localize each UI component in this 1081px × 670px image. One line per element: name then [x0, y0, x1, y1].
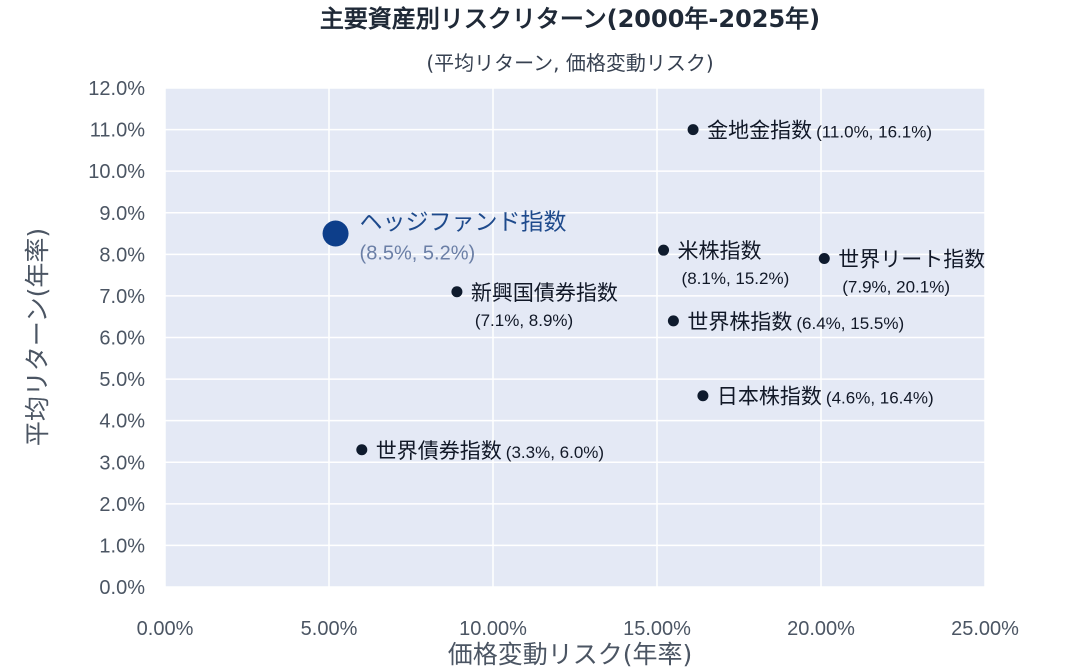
point-label: 世界リート指数: [838, 247, 985, 271]
point-value-label: (3.3%, 6.0%): [506, 443, 604, 462]
y-tick-label: 1.0%: [99, 535, 145, 557]
point-value-label: (7.9%, 20.1%): [842, 277, 950, 296]
y-tick-label: 4.0%: [99, 411, 145, 433]
y-tick-label: 8.0%: [99, 244, 145, 266]
point-value-label: (11.0%, 16.1%): [816, 123, 932, 142]
highlight-point-marker: [322, 220, 349, 247]
x-tick-label: 15.00%: [623, 618, 691, 640]
point-label: 世界債券指数: [376, 439, 502, 463]
chart-subtitle: (平均リターン, 価格変動リスク): [426, 51, 713, 75]
chart-title: 主要資産別リスクリターン(2000年-2025年): [320, 5, 820, 33]
point-label: ヘッジファンド指数: [360, 210, 567, 236]
point-value-label: (4.6%, 16.4%): [826, 389, 934, 408]
x-tick-label: 5.00%: [301, 618, 358, 640]
x-axis-label: 価格変動リスク(年率): [448, 640, 693, 669]
point-value-label: (8.5%, 5.2%): [360, 243, 476, 265]
x-tick-label: 0.00%: [137, 618, 194, 640]
x-axis-ticks: 0.00% 5.00% 10.00% 15.00% 20.00% 25.00%: [137, 618, 1019, 640]
point-marker: [818, 252, 830, 264]
data-points: ヘッジファンド指数 (8.5%, 5.2%) 金地金指数 (11.0%, 16.1%)…: [322, 119, 985, 463]
x-tick-label: 25.00%: [951, 618, 1019, 640]
y-tick-label: 7.0%: [99, 286, 145, 308]
y-tick-label: 9.0%: [99, 203, 145, 225]
point-label: 世界株指数: [687, 310, 792, 334]
y-tick-label: 0.0%: [99, 577, 145, 599]
point-marker: [658, 244, 670, 256]
y-axis-ticks: 0.0% 1.0% 2.0% 3.0% 4.0% 5.0% 6.0% 7.0% 8.0% 9.0%…: [88, 78, 145, 599]
y-tick-label: 5.0%: [99, 369, 145, 391]
y-tick-label: 11.0%: [90, 120, 145, 142]
y-tick-label: 12.0%: [88, 78, 145, 100]
point-label: 新興国債券指数: [471, 281, 618, 305]
x-tick-label: 10.00%: [459, 618, 527, 640]
point-marker: [356, 444, 368, 456]
point-marker: [687, 124, 699, 136]
point-marker: [697, 390, 709, 402]
point-label: 日本株指数: [717, 385, 822, 409]
point-label: 金地金指数: [707, 119, 812, 143]
point-label: 米株指数: [678, 239, 762, 263]
point-value-label: (6.4%, 15.5%): [796, 314, 904, 333]
y-tick-label: 6.0%: [99, 328, 145, 350]
y-tick-label: 2.0%: [99, 494, 145, 516]
y-tick-label: 10.0%: [88, 161, 145, 183]
grid-lines: [164, 87, 986, 588]
point-value-label: (7.1%, 8.9%): [475, 311, 573, 330]
y-axis-label: 平均リターン(年率): [23, 228, 52, 446]
y-tick-label: 3.0%: [99, 452, 145, 474]
x-tick-label: 20.00%: [787, 618, 855, 640]
point-marker: [667, 315, 679, 327]
point-value-label: (8.1%, 15.2%): [682, 269, 790, 288]
point-marker: [451, 286, 463, 298]
